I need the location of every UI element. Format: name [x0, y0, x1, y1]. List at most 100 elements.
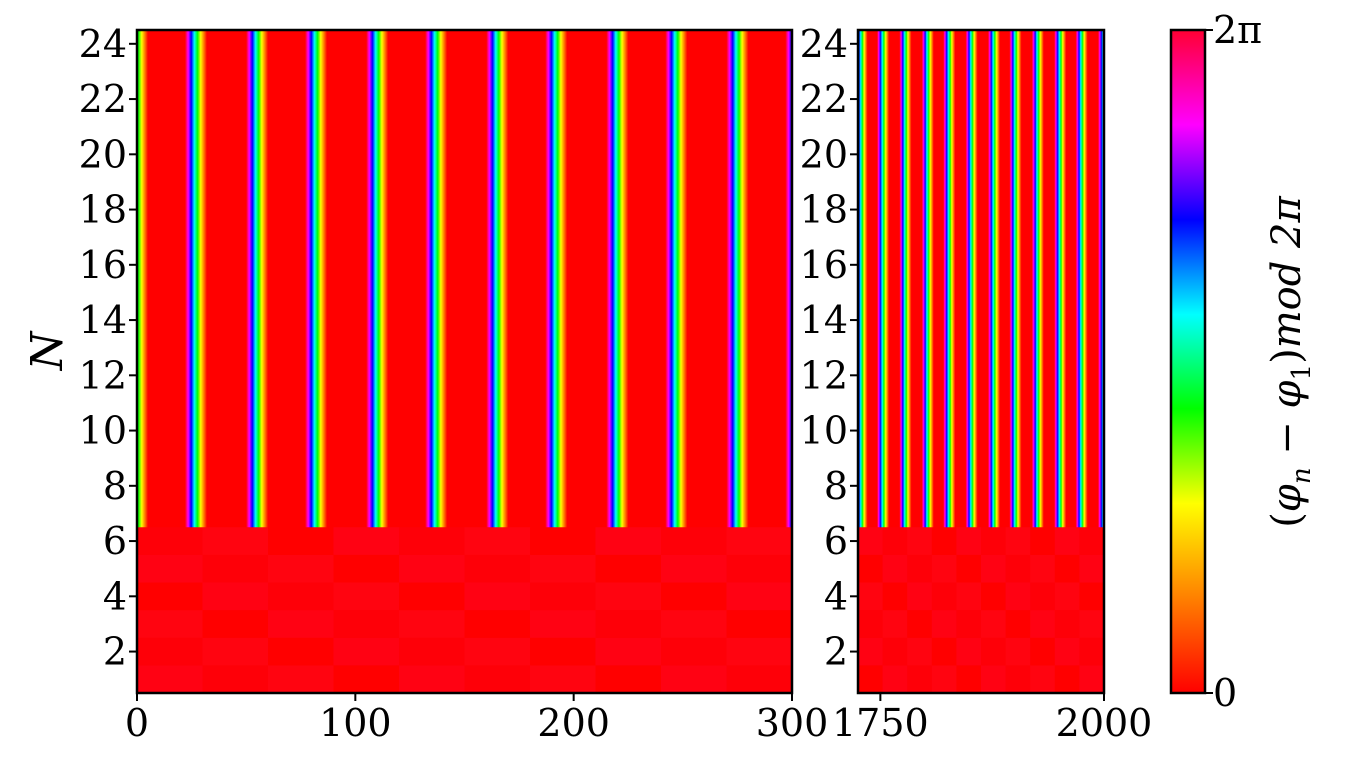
- sync-row-cell: [726, 582, 792, 611]
- phase-slip-stripe: [899, 30, 912, 528]
- sync-row-cell: [464, 637, 531, 666]
- y-tick-label: 24: [79, 22, 127, 66]
- sync-row-cell: [530, 582, 597, 611]
- y-tick-label: 12: [800, 353, 848, 397]
- sync-row-cell: [464, 554, 531, 583]
- y-tick-label: 14: [800, 298, 848, 342]
- sync-row-cell: [1005, 554, 1032, 583]
- sync-row-cell: [931, 554, 958, 583]
- sync-row-cell: [399, 527, 466, 555]
- sync-row-cell: [595, 665, 662, 693]
- sync-row-cell: [931, 527, 958, 555]
- phase-slip-stripe: [1075, 30, 1088, 528]
- y-tick-label: 24: [800, 22, 848, 66]
- phase-slip-stripe: [987, 30, 1000, 528]
- x-tick-label: 0: [125, 701, 149, 745]
- sync-row-cell: [726, 527, 792, 555]
- sync-row-cell: [333, 637, 400, 666]
- sync-row-cell: [137, 554, 204, 583]
- sync-row-cell: [882, 637, 909, 666]
- phase-slip-stripe: [1031, 30, 1044, 528]
- sync-row-cell: [931, 665, 958, 693]
- sync-row-cell: [137, 610, 204, 638]
- sync-row-cell: [956, 554, 982, 583]
- sync-row-cell: [137, 527, 204, 555]
- sync-row-cell: [1030, 582, 1056, 611]
- x-tick-label: 2000: [1056, 701, 1153, 745]
- sync-row-cell: [530, 554, 597, 583]
- y-tick-label: 2: [103, 630, 127, 674]
- y-tick-label: 2: [824, 630, 848, 674]
- y-tick-label: 20: [800, 132, 848, 176]
- sync-row-cell: [1030, 610, 1056, 638]
- sync-row-cell: [931, 610, 958, 638]
- phase-slip-stripe: [545, 30, 568, 528]
- sync-row-cell: [858, 665, 884, 693]
- sync-row-cell: [956, 637, 982, 666]
- sync-row-cell: [399, 610, 466, 638]
- sync-row-cell: [981, 610, 1007, 638]
- panel-frame-2: [856, 28, 1106, 695]
- phase-slip-stripe: [486, 30, 509, 528]
- sync-row-cell: [268, 637, 335, 666]
- sync-row-cell: [726, 610, 792, 638]
- sync-row-cell: [202, 637, 269, 666]
- sync-row-cell: [268, 554, 335, 583]
- sync-row-cell: [595, 527, 662, 555]
- sync-row-cell: [981, 554, 1007, 583]
- phase-slip-stripe: [877, 30, 890, 528]
- sync-row-cell: [399, 554, 466, 583]
- y-tick-label: 22: [800, 77, 848, 121]
- y-tick-label: 18: [800, 188, 848, 232]
- sync-row-cell: [595, 554, 662, 583]
- phase-slip-stripe: [1009, 30, 1022, 528]
- x-tick-label: 300: [756, 701, 829, 745]
- sync-row-cell: [333, 527, 400, 555]
- phase-slip-stripe: [665, 30, 688, 528]
- sync-row-cell: [882, 527, 909, 555]
- sync-row-cell: [956, 527, 982, 555]
- phase-slip-stripe: [785, 30, 792, 528]
- sync-row-cell: [1030, 665, 1056, 693]
- sync-row-cell: [1079, 665, 1104, 693]
- phase-slip-stripe: [921, 30, 934, 528]
- colorbar-min-label: 0: [1213, 671, 1237, 715]
- sync-row-cell: [661, 610, 728, 638]
- x-tick-label: 200: [537, 701, 610, 745]
- sync-row-cell: [907, 554, 933, 583]
- colorbar-label-open: (: [1264, 512, 1310, 528]
- phase-slip-stripe: [246, 30, 269, 528]
- y-tick-label: 16: [800, 243, 848, 287]
- y-tick-label: 12: [79, 353, 127, 397]
- sync-row-cell: [137, 665, 204, 693]
- y-tick-label: 20: [79, 132, 127, 176]
- sync-row-cell: [464, 610, 531, 638]
- y-tick-label: 4: [103, 574, 127, 618]
- y-axis-label: N: [22, 330, 73, 371]
- sync-row-cell: [268, 582, 335, 611]
- sync-row-cell: [907, 527, 933, 555]
- sync-row-cell: [1030, 637, 1056, 666]
- panel-frame-1: [135, 28, 794, 695]
- sync-row-cell: [1005, 665, 1032, 693]
- y-tick-label: 10: [800, 409, 848, 453]
- sync-row-cell: [1054, 554, 1081, 583]
- sync-row-cell: [1005, 527, 1032, 555]
- y-tick-label: 14: [79, 298, 127, 342]
- sync-row-cell: [726, 554, 792, 583]
- y-tick-label: 10: [79, 409, 127, 453]
- sync-row-cell: [1054, 637, 1081, 666]
- sync-row-cell: [1054, 582, 1081, 611]
- y-tick-label: 4: [824, 574, 848, 618]
- sync-row-cell: [661, 637, 728, 666]
- sync-row-cell: [202, 527, 269, 555]
- sync-row-cell: [882, 665, 909, 693]
- svg-text:(φn − φ1)mod 2π: (φn − φ1)mod 2π: [1264, 196, 1317, 528]
- sync-row-cell: [268, 610, 335, 638]
- colorbar-max-label: 2π: [1213, 8, 1262, 52]
- phase-slip-stripe: [606, 30, 629, 528]
- sync-row-cell: [595, 637, 662, 666]
- y-tick-label: 16: [79, 243, 127, 287]
- colorbar-label-minus: −: [1264, 408, 1310, 467]
